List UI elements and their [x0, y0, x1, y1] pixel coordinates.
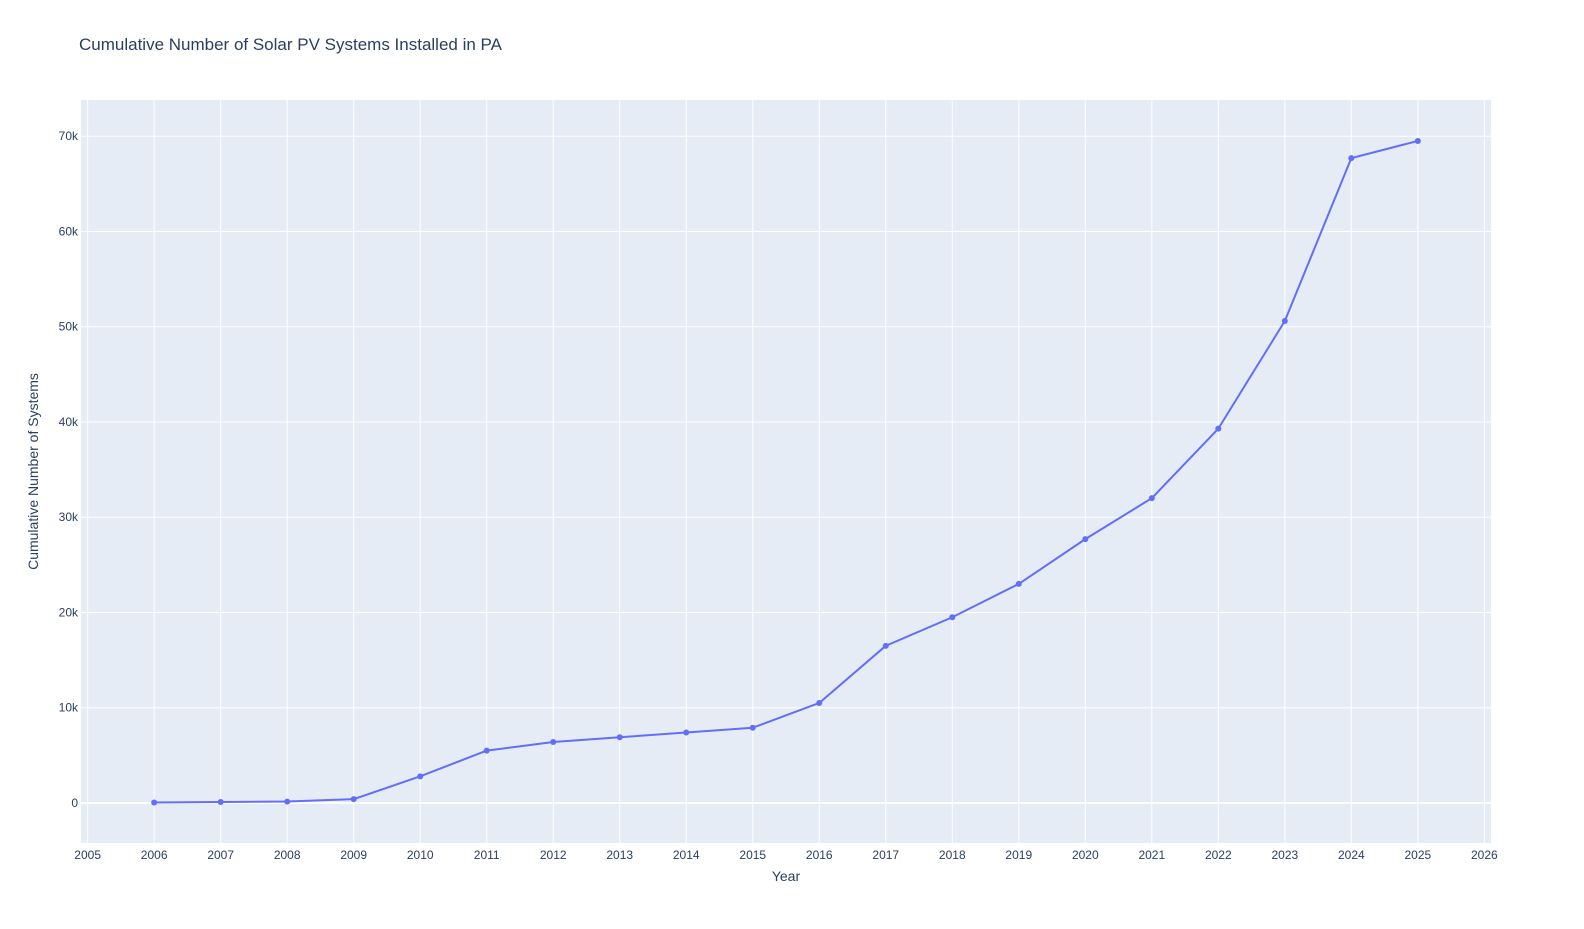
chart-title: Cumulative Number of Solar PV Systems In…: [79, 35, 503, 54]
x-tick-label: 2012: [540, 848, 567, 862]
data-point[interactable]: [1215, 425, 1222, 432]
y-tick-label: 70k: [59, 129, 79, 143]
plot-area: [81, 100, 1491, 843]
x-tick-label: 2014: [673, 848, 700, 862]
data-point[interactable]: [550, 739, 557, 746]
data-point[interactable]: [417, 773, 424, 780]
x-tick-label: 2022: [1205, 848, 1232, 862]
data-point[interactable]: [1348, 155, 1355, 162]
series-layer: [151, 137, 1421, 806]
data-point[interactable]: [749, 724, 756, 731]
x-tick-label: 2024: [1338, 848, 1365, 862]
data-point[interactable]: [483, 747, 490, 754]
y-tick-label: 10k: [59, 701, 79, 715]
x-tick-label: 2025: [1404, 848, 1431, 862]
data-point[interactable]: [350, 796, 357, 803]
x-tick-label: 2021: [1138, 848, 1165, 862]
x-tick-label: 2007: [207, 848, 234, 862]
y-tick-label: 0: [71, 796, 78, 810]
y-tick-label: 40k: [59, 415, 79, 429]
x-tick-label: 2008: [274, 848, 301, 862]
x-tick-label: 2019: [1005, 848, 1032, 862]
y-axis-ticks: 0 10k 20k 30k 40k 50k 60k 70k: [59, 129, 79, 810]
data-point[interactable]: [882, 642, 889, 649]
x-tick-label: 2005: [74, 848, 101, 862]
data-point[interactable]: [616, 734, 623, 741]
data-point[interactable]: [1148, 495, 1155, 502]
x-tick-label: 2009: [340, 848, 367, 862]
y-tick-label: 30k: [59, 510, 79, 524]
data-point[interactable]: [217, 799, 224, 806]
data-point[interactable]: [949, 614, 956, 621]
x-tick-label: 2023: [1271, 848, 1298, 862]
y-axis-title: Cumulative Number of Systems: [25, 373, 41, 570]
x-tick-label: 2011: [474, 848, 500, 862]
data-point[interactable]: [1281, 317, 1288, 324]
x-tick-label: 2017: [872, 848, 899, 862]
data-point[interactable]: [284, 798, 291, 805]
series-line: [154, 139, 1419, 804]
data-point[interactable]: [1015, 580, 1022, 587]
y-tick-label: 20k: [59, 605, 79, 619]
x-tick-label: 2026: [1471, 848, 1498, 862]
x-axis-ticks: 2005 2006 2007 2008 2009 2010 2011 2012 2013 2014…: [74, 848, 1498, 862]
data-point[interactable]: [816, 699, 823, 706]
x-axis-title: Year: [772, 868, 801, 884]
y-tick-label: 60k: [59, 224, 79, 238]
x-tick-label: 2015: [739, 848, 766, 862]
data-point[interactable]: [1082, 536, 1089, 543]
x-tick-label: 2010: [407, 848, 434, 862]
gridlines: [81, 100, 1491, 843]
x-tick-label: 2006: [141, 848, 168, 862]
data-point[interactable]: [1414, 137, 1421, 144]
x-tick-label: 2020: [1072, 848, 1099, 862]
x-tick-label: 2018: [939, 848, 966, 862]
y-tick-label: 50k: [59, 320, 79, 334]
data-point[interactable]: [683, 729, 690, 736]
data-point[interactable]: [151, 799, 158, 806]
x-tick-label: 2016: [806, 848, 833, 862]
x-tick-label: 2013: [606, 848, 633, 862]
